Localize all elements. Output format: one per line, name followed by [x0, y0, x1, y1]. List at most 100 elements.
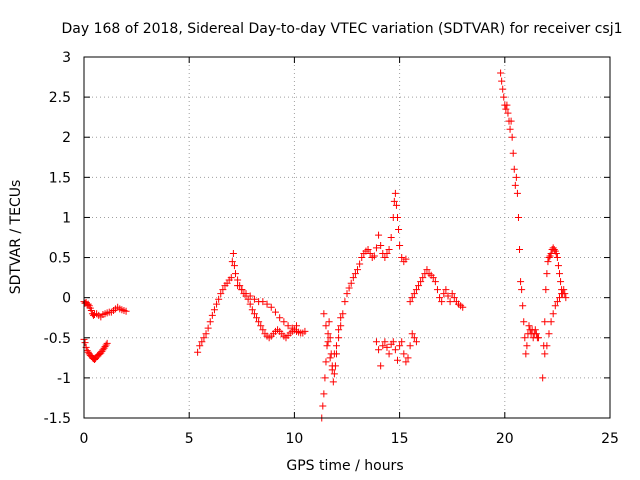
data-point	[498, 77, 506, 85]
data-point	[210, 306, 218, 314]
data-point	[276, 314, 284, 322]
data-point	[406, 298, 414, 306]
data-point	[246, 292, 254, 300]
data-point	[558, 290, 566, 298]
data-point	[442, 286, 450, 294]
series-seg-11-15h	[318, 189, 410, 422]
data-point	[391, 189, 399, 197]
data-point	[543, 270, 551, 278]
data-point	[544, 258, 552, 266]
data-point	[321, 374, 329, 382]
data-point	[408, 330, 416, 338]
data-point	[543, 342, 551, 350]
data-point	[347, 279, 355, 287]
data-point	[444, 292, 452, 300]
data-point	[415, 282, 423, 290]
data-point	[541, 350, 549, 358]
data-point	[248, 306, 256, 314]
data-point	[377, 362, 385, 370]
data-point	[410, 334, 418, 342]
data-point	[250, 295, 258, 303]
data-point	[412, 338, 420, 346]
series-seg-19-23h	[497, 69, 542, 358]
data-point	[122, 307, 130, 315]
data-point	[229, 250, 237, 258]
data-point	[319, 402, 327, 410]
data-point	[324, 338, 332, 346]
x-tick-label: 25	[601, 431, 619, 447]
data-point	[513, 189, 521, 197]
data-point	[202, 330, 210, 338]
data-point	[324, 330, 332, 338]
series-seg-0-2h-upper	[80, 298, 130, 321]
data-point	[370, 252, 378, 260]
data-point	[351, 270, 359, 278]
chart-title: Day 168 of 2018, Sidereal Day-to-day VTE…	[61, 21, 622, 37]
data-point	[196, 342, 204, 350]
data-point	[366, 250, 374, 258]
data-point	[417, 278, 425, 286]
data-point	[431, 278, 439, 286]
data-point	[102, 341, 110, 349]
data-point	[396, 242, 404, 250]
data-point	[238, 286, 246, 294]
data-point	[553, 298, 561, 306]
data-point	[556, 270, 564, 278]
y-tick-label: 0.5	[49, 251, 71, 267]
data-point	[393, 213, 401, 221]
data-point	[288, 324, 296, 332]
data-point	[419, 274, 427, 282]
series-seg-0-1h-lower	[80, 335, 111, 363]
data-point	[356, 260, 364, 268]
data-point	[516, 246, 524, 254]
data-point	[215, 295, 223, 303]
data-layer	[80, 69, 570, 422]
data-point	[263, 300, 271, 308]
data-point	[198, 338, 206, 346]
data-point	[504, 109, 512, 117]
data-point	[560, 286, 568, 294]
data-point	[385, 350, 393, 358]
data-point	[517, 278, 525, 286]
data-point	[545, 330, 553, 338]
data-point	[372, 338, 380, 346]
data-point	[242, 290, 250, 298]
data-point	[506, 125, 514, 133]
y-tick-label: 0	[62, 291, 71, 307]
data-point	[227, 274, 235, 282]
data-point	[322, 358, 330, 366]
data-point	[522, 350, 530, 358]
y-axis-label: SDTVAR / TECUs	[8, 180, 24, 295]
data-point	[390, 197, 398, 205]
data-point	[87, 307, 95, 315]
data-point	[377, 242, 385, 250]
data-point	[301, 327, 309, 335]
data-point	[446, 298, 454, 306]
series-seg-11-13h-lower-branch	[320, 310, 345, 370]
data-point	[330, 350, 338, 358]
data-point	[250, 310, 258, 318]
data-point	[398, 338, 406, 346]
x-tick-label: 0	[80, 431, 89, 447]
x-axis-label: GPS time / hours	[286, 458, 403, 474]
data-point	[552, 250, 560, 258]
data-point	[375, 231, 383, 239]
data-point	[358, 254, 366, 262]
data-point	[213, 300, 221, 308]
data-point	[320, 310, 328, 318]
data-point	[520, 318, 528, 326]
data-point	[325, 318, 333, 326]
data-point	[204, 324, 212, 332]
data-point	[539, 374, 547, 382]
x-tick-label: 10	[285, 431, 303, 447]
data-point	[320, 390, 328, 398]
data-point	[509, 149, 517, 157]
data-point	[519, 302, 527, 310]
data-point	[381, 338, 389, 346]
data-point	[354, 266, 362, 274]
data-point	[343, 290, 351, 298]
data-point	[395, 225, 403, 233]
data-point	[332, 342, 340, 350]
